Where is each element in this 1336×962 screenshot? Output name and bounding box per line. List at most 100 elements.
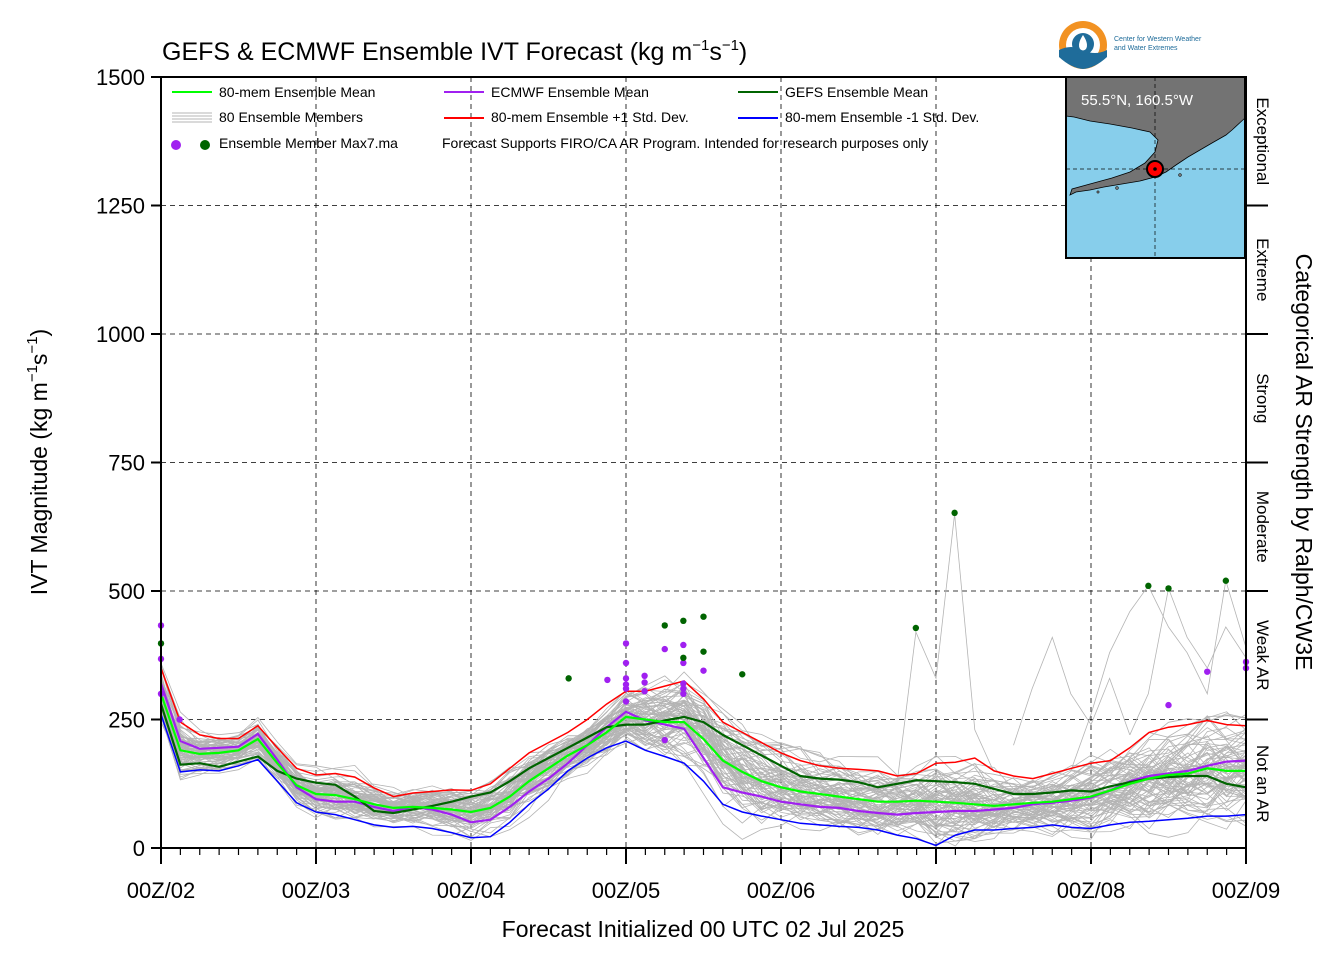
ensemble-member-line [161,688,1246,839]
location-inset-map: 55.5°N, 160.5°W [1065,76,1246,259]
max7-point-ecmwf [622,698,630,705]
max7-point-ecmwf [661,736,668,744]
legend-minus: 80-mem Ensemble -1 Std. Dev. [785,109,979,125]
legend-ecmwf: ECMWF Ensemble Mean [491,84,649,100]
category-label: Moderate [1253,491,1272,563]
ensemble-member-line [161,688,1246,828]
legend-mean80: 80-mem Ensemble Mean [219,84,375,100]
max7-point-gefs [912,624,920,632]
max7-point-ecmwf [680,690,687,697]
x-tick-label: 00Z/09 [1212,878,1281,903]
ensemble-member-line [161,686,1246,828]
ensemble-members [161,513,1246,847]
ensemble-member-line [161,666,1246,830]
y-tick-label: 750 [108,451,145,476]
logo-line-1: Center for Western Weather [1114,36,1202,43]
x-tick-label: 00Z/02 [127,878,196,903]
y-axis-label: IVT Magnitude (kg m−1s−1) [24,329,52,595]
max7-point-gefs [680,654,687,662]
max7-point-ecmwf [1204,668,1211,675]
ensemble-member-line [161,678,1246,836]
x-axis-ticks: 00Z/02 00Z/03 00Z/04 00Z/05 00Z/06 00Z/07 00Z/… [127,848,1281,903]
max7-point-ecmwf [176,716,183,723]
ensemble-member-line [161,687,1246,828]
inset-location-label: 55.5°N, 160.5°W [1081,92,1194,109]
ensemble-member-line [161,704,1246,838]
x-tick-label: 00Z/08 [1057,878,1126,903]
y-tick-label: 1000 [96,322,145,347]
max7-point-ecmwf [622,640,630,647]
max7-point-ecmwf [680,680,687,687]
ensemble-member-line [161,690,1246,834]
inset-island [1115,186,1119,190]
category-label: Strong [1253,373,1272,423]
cw3e-logo: Center for Western Weather and Water Ext… [1059,21,1202,69]
max7-point-ecmwf [641,679,648,686]
max7-point-ecmwf [604,676,611,684]
max7-point-ecmwf [622,659,630,667]
water-drop-icon [1079,35,1087,51]
max7-point-ecmwf [622,685,630,692]
ensemble-member-line [1013,636,1131,746]
location-marker-center [1153,167,1157,171]
chart-title: GEFS & ECMWF Ensemble IVT Forecast (kg m… [162,37,747,66]
series-line-ecmwf [161,683,1246,824]
inset-island [1178,173,1182,177]
max7-point-ecmwf [680,641,687,649]
ensemble-member-line [161,711,1246,840]
category-label: Not an AR [1253,745,1272,823]
ensemble-member-line [161,706,1246,822]
category-label: Exceptional [1253,97,1272,185]
max7-point-ecmwf [680,659,687,667]
max7-point-ecmwf [641,672,648,680]
max7-point-gefs [1222,577,1230,584]
series-line-gefs [161,703,1246,815]
x-tick-label: 00Z/07 [902,878,971,903]
max7-point-ecmwf [1165,701,1172,709]
x-tick-label: 00Z/04 [437,878,506,903]
legend-plus: 80-mem Ensemble +1 Std. Dev. [491,109,689,125]
max7-point-ecmwf [680,685,687,692]
series-line-plus [161,667,1246,798]
max7-point-gefs [565,675,572,682]
max7-point-gefs [739,671,746,678]
inset-frame [1065,76,1246,259]
ensemble-member-line [1129,586,1246,736]
x-axis-label: Forecast Initialized 00 UTC 02 Jul 2025 [502,916,905,942]
max7-point-ecmwf [661,645,668,653]
legend-note: Forecast Supports FIRO/CA AR Program. In… [442,135,928,151]
y-tick-label: 1500 [96,65,145,90]
series-line-minus [161,714,1246,847]
y-tick-label: 250 [108,708,145,733]
ensemble-member-line [877,513,994,787]
max7-point-ecmwf [700,667,707,674]
max7-markers [157,509,1250,744]
y-tick-label: 500 [108,579,145,604]
legend-members: 80 Ensemble Members [219,109,363,125]
ar-category-axis: Not an AR Weak AR Moderate Strong Extreme Exc… [1246,97,1272,823]
legend-dot-ecmwf [171,140,181,150]
max7-point-ecmwf [622,675,630,682]
series-lines [161,667,1246,847]
max7-point-gefs [951,509,958,517]
max7-point-gefs [700,648,707,655]
category-label: Weak AR [1253,620,1272,691]
max7-point-gefs [700,613,707,620]
inset-island [1096,190,1100,194]
y-tick-label: 1250 [96,194,145,219]
max7-point-gefs [661,622,668,629]
y-tick-label: 0 [133,836,145,861]
legend-max7: Ensemble Member Max7.ma [219,135,398,151]
legend-gefs: GEFS Ensemble Mean [785,84,928,100]
x-tick-label: 00Z/03 [282,878,351,903]
series-line-mean80 [161,693,1246,814]
ensemble-member-line [161,684,1246,844]
right-axis-label: Categorical AR Strength by Ralph/CW3E [1291,254,1317,671]
category-label: Extreme [1253,238,1272,301]
legend: 80-mem Ensemble Mean 80 Ensemble Members… [171,84,979,151]
max7-point-gefs [680,617,687,625]
legend-dot-gefs [200,140,210,150]
ensemble-member-line [161,681,1246,822]
x-tick-label: 00Z/05 [592,878,661,903]
